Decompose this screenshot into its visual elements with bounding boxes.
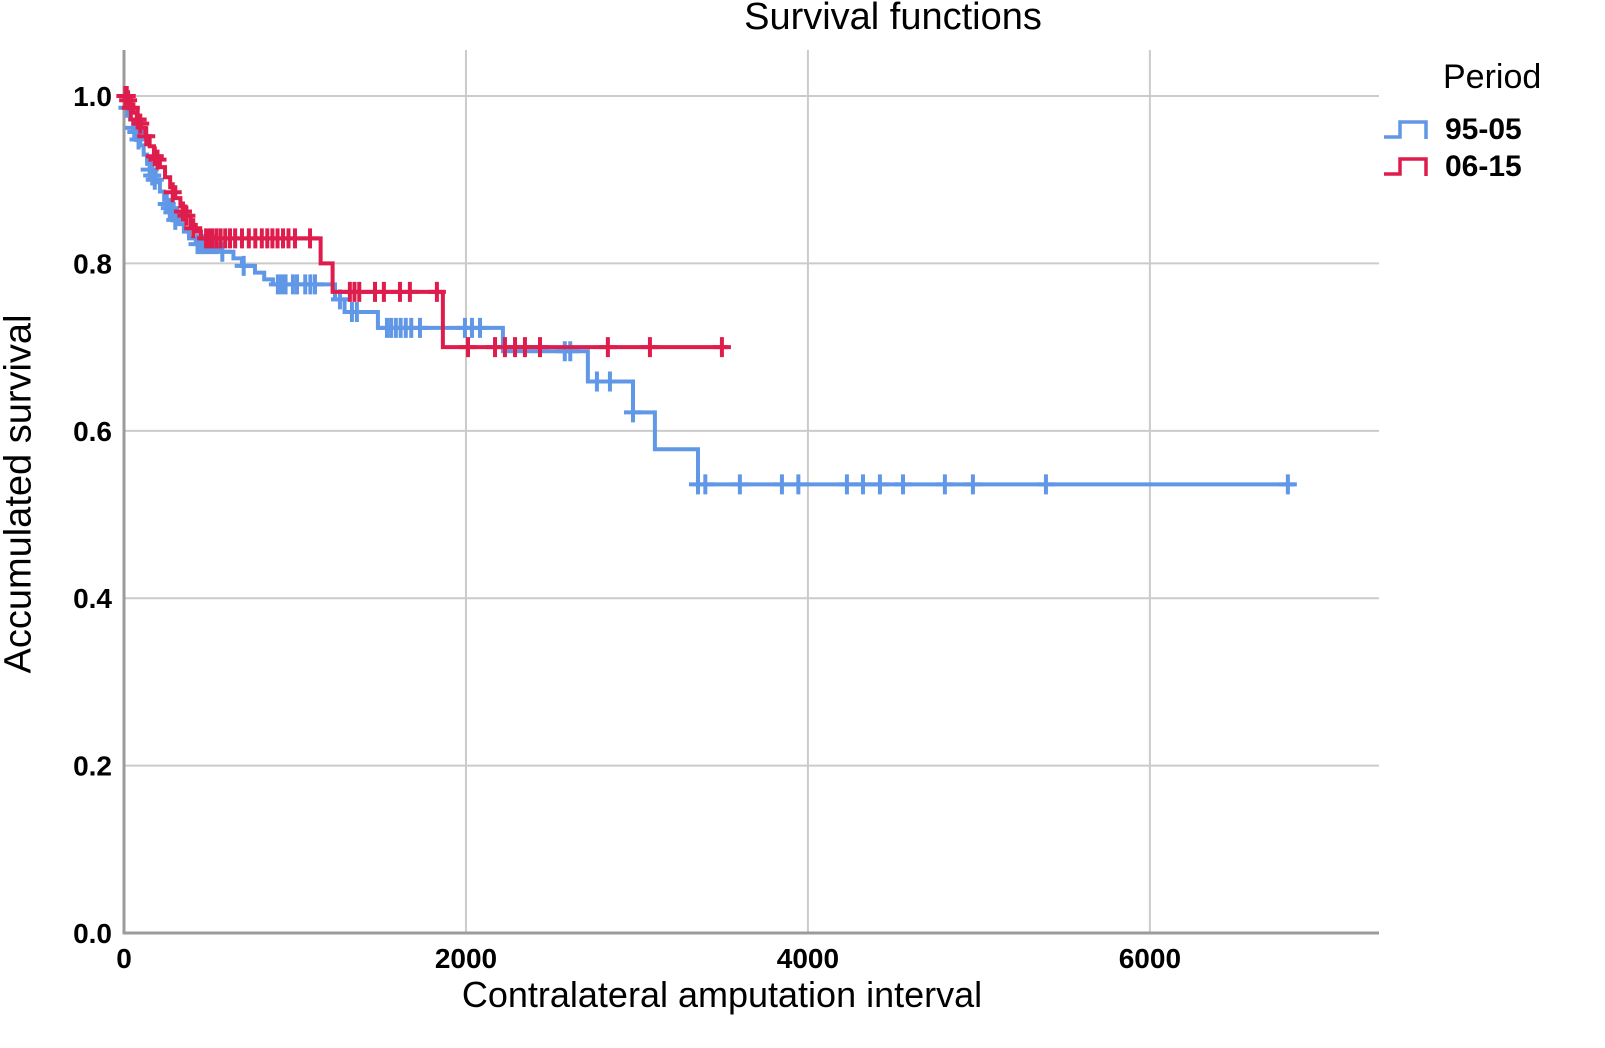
legend-step-marker-icon — [1384, 119, 1428, 139]
y-tick-label: 1.0 — [73, 81, 112, 112]
y-tick-label: 0.8 — [73, 248, 112, 279]
series-95-05 — [118, 94, 1297, 495]
survival-curve-95-05 — [124, 94, 1295, 487]
legend-label: 06-15 — [1445, 149, 1522, 183]
y-tick-label: 0.0 — [73, 918, 112, 949]
legend: Period 95-05 06-15 — [1381, 58, 1541, 185]
x-tick-label: 6000 — [1119, 943, 1181, 974]
y-tick-label: 0.2 — [73, 751, 112, 782]
x-tick-label: 0 — [116, 943, 132, 974]
gridlines — [124, 50, 1379, 933]
censor-marks-95-05 — [118, 97, 1297, 495]
series-06-15 — [116, 86, 731, 358]
y-tick-label: 0.4 — [73, 583, 112, 614]
y-axis-title: Accumulated survival — [0, 314, 40, 674]
x-axis-title: Contralateral amputation interval — [461, 974, 983, 1015]
legend-step-marker-icon — [1384, 156, 1428, 176]
legend-title: Period — [1443, 58, 1542, 96]
x-tick-label: 4000 — [777, 943, 839, 974]
chart-title: Survival functions — [744, 0, 1042, 38]
legend-item-06-15: 06-15 — [1381, 148, 1541, 185]
x-tick-label: 2000 — [435, 943, 497, 974]
legend-label: 95-05 — [1445, 112, 1522, 146]
legend-item-95-05: 95-05 — [1381, 111, 1541, 148]
y-tick-label: 0.6 — [73, 416, 112, 447]
survival-curve-06-15 — [124, 94, 728, 350]
censor-marks-06-15 — [116, 86, 731, 358]
